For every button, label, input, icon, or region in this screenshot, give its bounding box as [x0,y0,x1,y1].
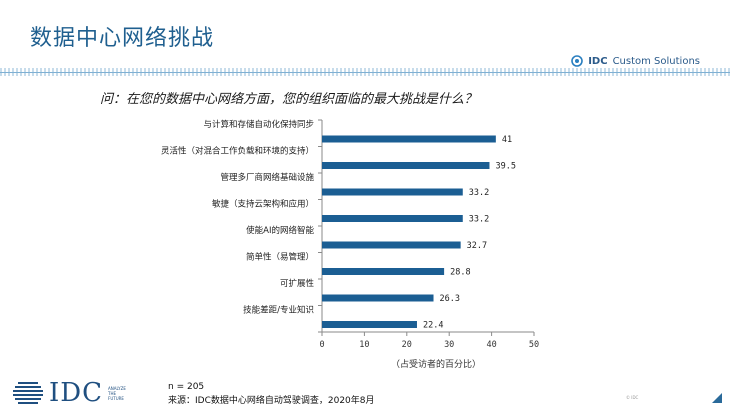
x-tick-label: 30 [444,340,454,350]
idc-footer-logo: IDC ANALYZE THE FUTURE [12,380,138,406]
data-label: 32.7 [467,241,487,251]
data-label: 33.2 [469,188,489,198]
data-label: 26.3 [440,294,460,304]
category-label: 敏捷（支持云架构和应用） [212,199,314,210]
footnotes: n = 205 来源：IDC数据中心网络自动驾驶调查，2020年8月 [168,380,375,408]
sample-size: n = 205 [168,382,205,392]
bar [322,215,463,222]
idc-brand-icon [571,55,583,67]
bar [322,188,463,196]
footer-tagline: ANALYZE THE FUTURE [108,385,126,401]
bar [322,162,490,169]
category-label: 与计算和存储自动化保持同步 [203,119,314,130]
data-label: 41 [502,135,512,145]
brand-name: IDC [588,55,608,67]
x-tick-label: 40 [486,340,496,350]
brand-badge: IDC Custom Solutions [571,55,700,67]
category-label: 管理多厂商网络基础设施 [220,172,314,183]
bar [322,321,417,328]
category-label: 可扩展性 [280,278,315,289]
data-label: 33.2 [469,215,489,225]
bar [322,294,434,302]
x-tick-label: 20 [402,340,412,350]
bar [322,241,461,249]
x-tick-label: 50 [529,340,539,350]
category-label: 使能AI的网络智能 [246,225,314,236]
x-tick-label: 10 [359,340,369,350]
data-label: 28.8 [450,268,470,278]
data-label: 39.5 [495,162,515,172]
page-title: 数据中心网络挑战 [30,26,215,51]
idc-globe-icon [13,382,43,404]
bar [322,268,445,275]
x-axis-label: （占受访者的百分比） [391,358,481,370]
bar [322,135,496,143]
category-label: 技能差距/专业知识 [243,305,314,316]
footer-logo-text: IDC [49,378,104,408]
category-label: 简单性（易管理） [246,252,314,263]
copyright: © IDC [626,395,639,400]
corner-mark-icon [712,393,722,403]
x-tick-label: 0 [319,340,324,350]
data-label: 22.4 [423,321,443,331]
divider [0,72,730,73]
source-note: 来源：IDC数据中心网络自动驾驶调查，2020年8月 [168,396,375,406]
brand-suffix: Custom Solutions [612,55,700,67]
survey-question: 问：在您的数据中心网络方面，您的组织面临的最大挑战是什么？ [100,92,478,107]
category-label: 灵活性（对混合工作负载和环境的支持） [161,146,314,157]
